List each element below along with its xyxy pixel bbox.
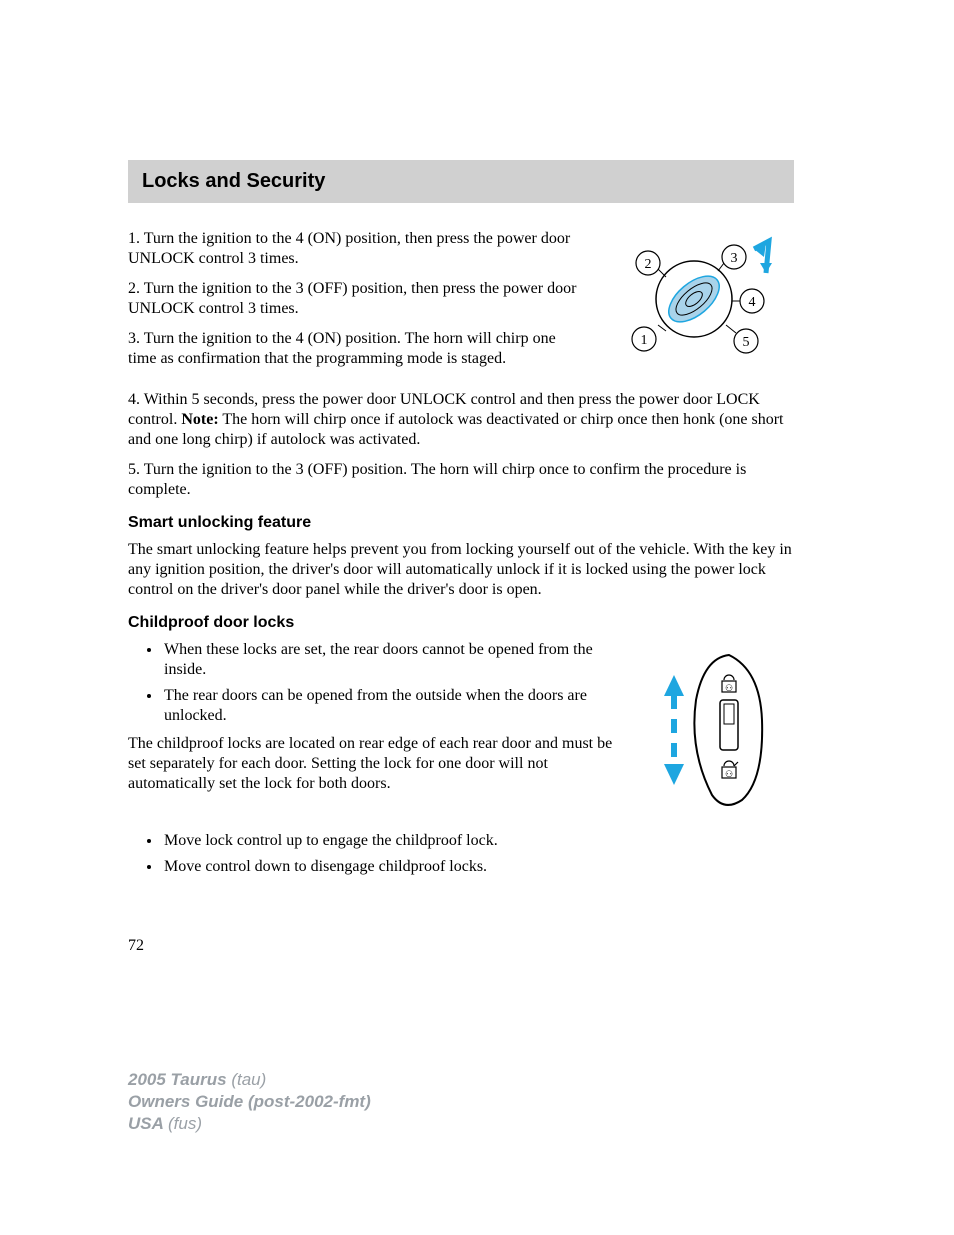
footer-model: 2005 Taurus <box>128 1070 231 1089</box>
note-label: Note: <box>181 411 218 428</box>
step-4: 4. Within 5 seconds, press the power doo… <box>128 390 794 450</box>
ignition-label-1: 1 <box>641 333 648 348</box>
footer-guide: Owners Guide (post-2002-fmt) <box>128 1091 371 1113</box>
step-5: 5. Turn the ignition to the 3 (OFF) posi… <box>128 460 794 500</box>
svg-text:⚇: ⚇ <box>725 769 733 779</box>
ignition-figure: 1 2 3 4 5 <box>594 229 794 384</box>
smart-unlock-heading: Smart unlocking feature <box>128 514 794 532</box>
list-item: Move control down to disengage childproo… <box>162 857 794 877</box>
ignition-diagram-icon: 1 2 3 4 5 <box>594 229 794 379</box>
svg-text:⚇: ⚇ <box>725 683 733 693</box>
childproof-bullets-2: Move lock control up to engage the child… <box>128 831 794 877</box>
ignition-block: 1 2 3 4 5 1. Turn the ignition to the 4 … <box>128 229 794 390</box>
childproof-block: ⚇ ⚇ When these locks are set, the rear d… <box>128 640 794 831</box>
page-number: 72 <box>128 937 794 955</box>
footer: 2005 Taurus (tau) Owners Guide (post-200… <box>128 1069 371 1135</box>
ignition-label-4: 4 <box>749 295 756 310</box>
childproof-heading: Childproof door locks <box>128 614 794 632</box>
list-item: Move lock control up to engage the child… <box>162 831 794 851</box>
childproof-figure: ⚇ ⚇ <box>634 640 794 825</box>
childlock-diagram-icon: ⚇ ⚇ <box>634 640 794 820</box>
footer-region: USA <box>128 1114 168 1133</box>
ignition-label-2: 2 <box>645 257 652 272</box>
section-header: Locks and Security <box>128 160 794 203</box>
smart-unlock-body: The smart unlocking feature helps preven… <box>128 540 794 600</box>
ignition-label-3: 3 <box>731 251 738 266</box>
ignition-label-5: 5 <box>743 335 750 350</box>
